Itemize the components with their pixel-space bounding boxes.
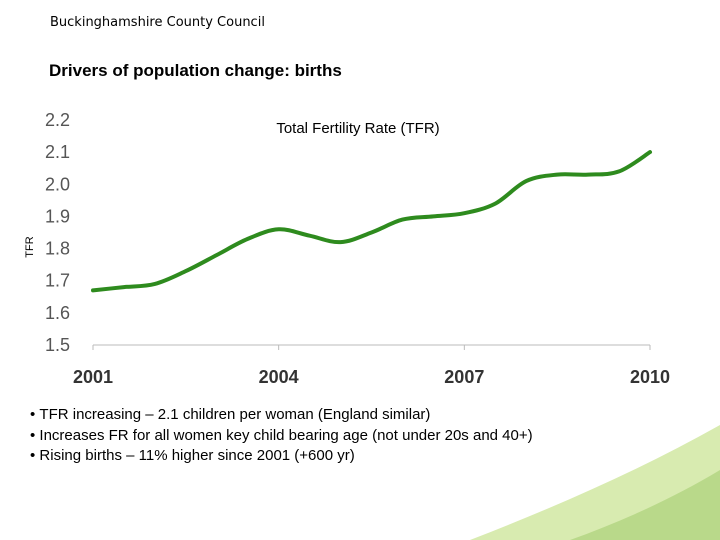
- swoosh-mid: [570, 470, 720, 540]
- x-axis: 2001 2004 2007 2010: [73, 344, 670, 387]
- y-tick-label: 2.0: [45, 174, 70, 194]
- bullet-item: Rising births – 11% higher since 2001 (+…: [30, 446, 533, 467]
- y-tick-label: 1.6: [45, 303, 70, 323]
- x-tick-label: 2001: [73, 367, 113, 387]
- y-axis-label: TFR: [24, 236, 36, 257]
- organisation-name: Buckinghamshire County Council: [50, 15, 265, 30]
- bullet-list: TFR increasing – 2.1 children per woman …: [30, 405, 533, 467]
- y-tick-label: 1.9: [45, 206, 70, 226]
- series-group: [91, 150, 652, 293]
- x-tick-label: 2004: [259, 367, 299, 387]
- y-tick-label: 1.7: [45, 271, 70, 291]
- y-tick-label: 2.1: [45, 142, 70, 162]
- bullet-item: TFR increasing – 2.1 children per woman …: [30, 405, 533, 426]
- y-tick-label: 1.5: [45, 335, 70, 355]
- y-tick-label: 1.8: [45, 239, 70, 259]
- y-axis: 1.5 1.6 1.7 1.8 1.9 2.0 2.1 2.2: [45, 110, 70, 355]
- chart-title: Total Fertility Rate (TFR): [276, 120, 439, 137]
- bullet-item: Increases FR for all women key child bea…: [30, 426, 532, 447]
- x-tick-label: 2007: [444, 367, 484, 387]
- y-tick-label: 2.2: [45, 110, 70, 130]
- tfr-chart: 1.5 1.6 1.7 1.8 1.9 2.0 2.1 2.2 2001 2004 2007 201…: [24, 110, 670, 387]
- tfr-series-line: [91, 150, 652, 293]
- slide-title: Drivers of population change: births: [49, 61, 342, 80]
- x-tick-label: 2010: [630, 367, 670, 387]
